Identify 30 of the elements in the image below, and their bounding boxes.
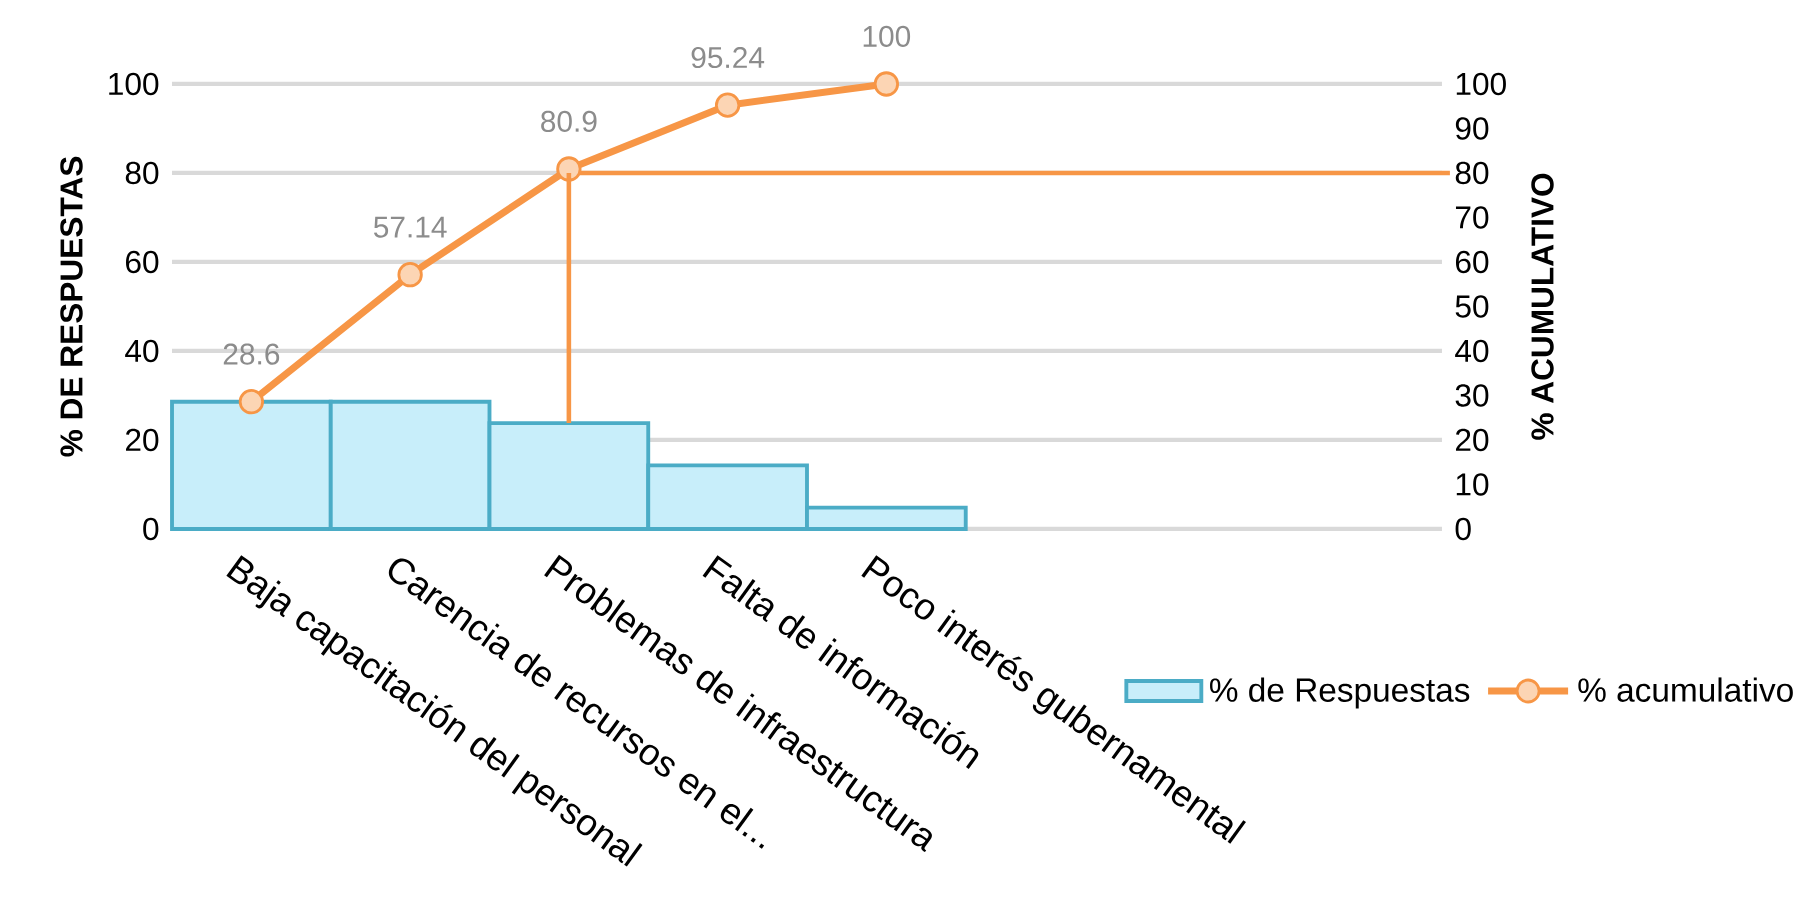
point — [873, 71, 900, 97]
data-label: 80.9 — [541, 110, 597, 132]
y2-tick-label: 80 — [1455, 161, 1489, 185]
y2-tick-label: 20 — [1455, 428, 1489, 452]
y2-tick-label: 10 — [1456, 473, 1489, 496]
y-tick-label: 20 — [126, 428, 159, 452]
legend-label: % acumulativo — [1578, 677, 1793, 702]
y-tick-label: 100 — [109, 72, 159, 96]
point — [238, 389, 265, 415]
y2-tick-label: 40 — [1455, 339, 1489, 363]
y2-tick-label: 50 — [1455, 295, 1489, 318]
y2-tick-label: 0 — [1455, 517, 1471, 541]
y-tick-label: 40 — [125, 339, 159, 363]
y-axis-title: % DE RESPUESTAS — [60, 156, 83, 457]
point — [397, 262, 423, 288]
point — [556, 156, 582, 182]
y2-tick-label: 100 — [1456, 72, 1506, 96]
y-tick-label: 60 — [126, 250, 159, 274]
y-tick-label: 80 — [125, 161, 159, 185]
y2-tick-label: 70 — [1455, 206, 1489, 229]
y2-tick-label: 60 — [1455, 250, 1489, 274]
data-label: 95.24 — [691, 47, 765, 69]
y2-tick-label: 30 — [1455, 384, 1489, 407]
point — [714, 92, 741, 118]
y2-tick-label: 90 — [1455, 117, 1489, 140]
data-label: 28.6 — [223, 343, 280, 365]
y2-axis-title: % ACUMULATIVO — [1531, 173, 1554, 440]
y-tick-label: 0 — [143, 517, 159, 541]
data-label: 57.14 — [373, 216, 447, 238]
data-label: 100 — [863, 25, 911, 47]
